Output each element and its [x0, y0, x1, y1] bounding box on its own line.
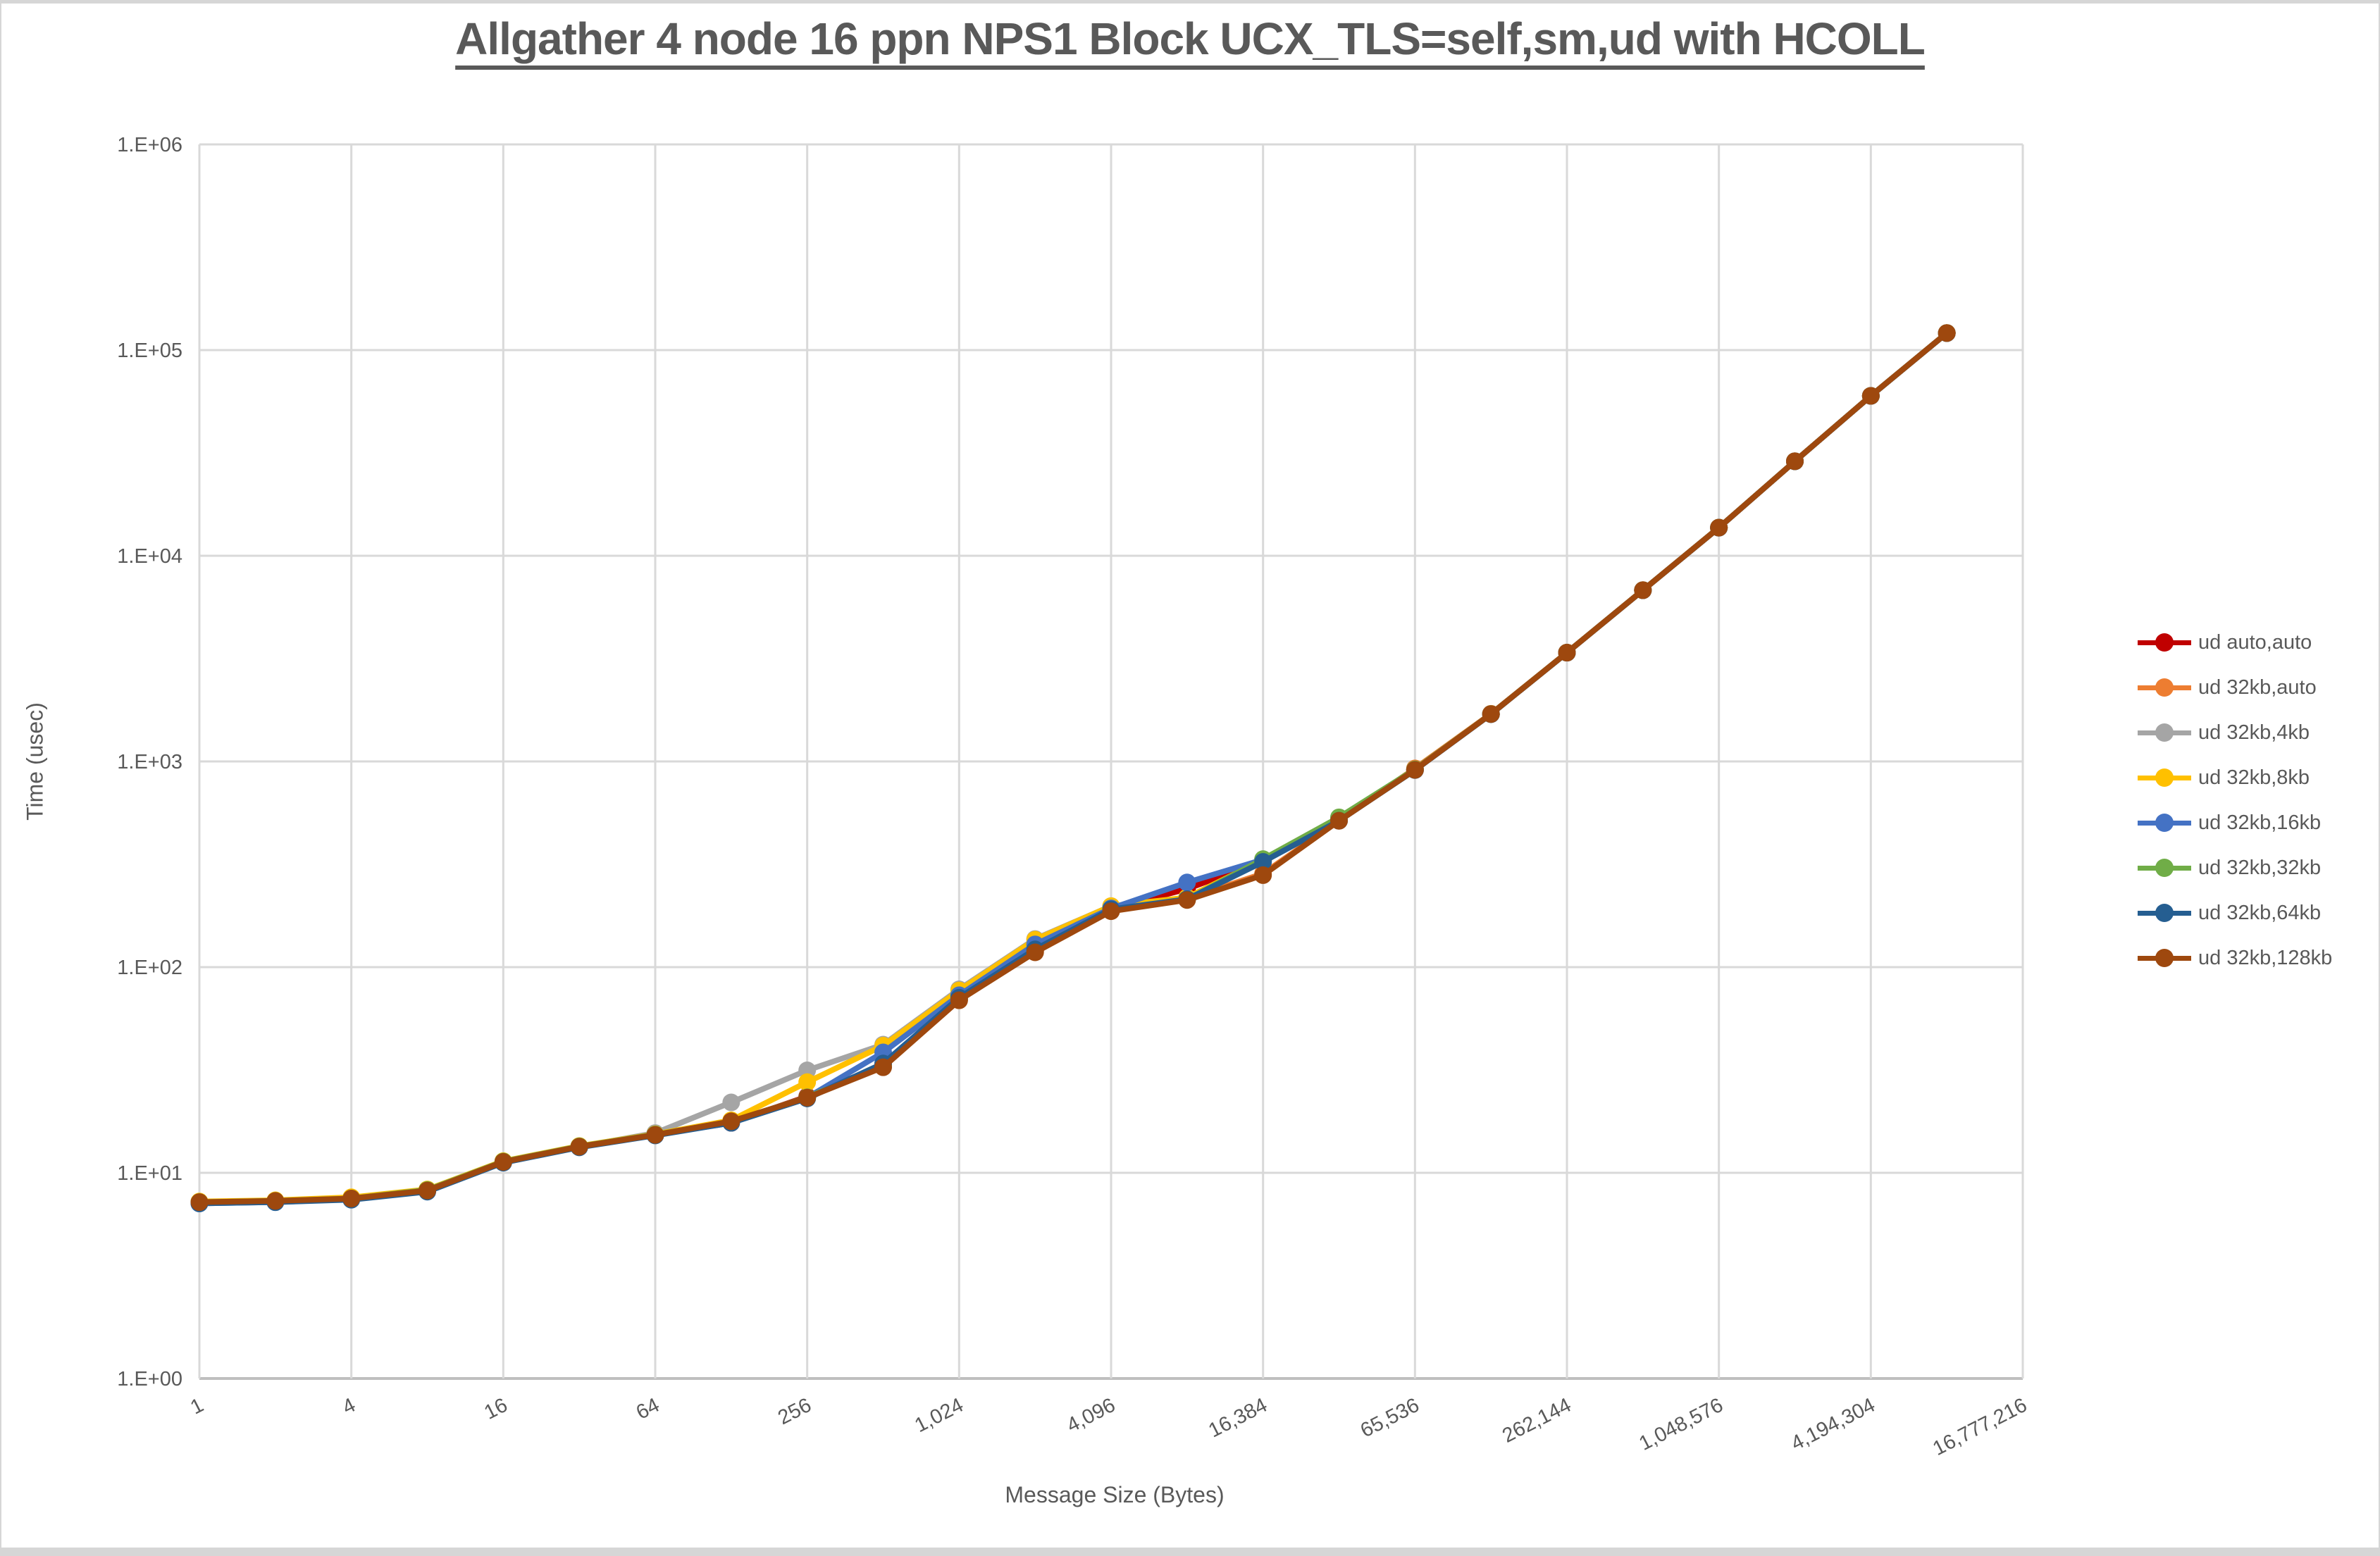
x-tick-label: 262,144 — [1499, 1394, 1575, 1448]
x-tick-label: 4,096 — [1063, 1394, 1119, 1437]
legend-line-marker-icon — [2138, 859, 2191, 877]
legend-line-marker-icon — [2138, 814, 2191, 832]
legend-item-label: ud 32kb,auto — [2198, 676, 2317, 699]
legend-item-label: ud 32kb,32kb — [2198, 856, 2322, 879]
legend-item-ud-32kb-128kb: ud 32kb,128kb — [2138, 935, 2332, 981]
x-tick-label: 1 — [187, 1394, 207, 1419]
data-point-ud-32kb-8kb — [798, 1073, 817, 1091]
data-point-ud-32kb-128kb — [1558, 644, 1576, 662]
series-line-ud-32kb-64kb — [197, 330, 1950, 1207]
x-tick-label: 4 — [339, 1394, 359, 1419]
legend-line-marker-icon — [2138, 768, 2191, 787]
x-tick-label: 1,048,576 — [1635, 1394, 1726, 1455]
x-tick-label: 16,384 — [1205, 1394, 1271, 1443]
data-point-ud-32kb-128kb — [1178, 891, 1196, 909]
data-point-ud-32kb-128kb — [190, 1193, 209, 1212]
y-tick-label: 1.E+04 — [117, 545, 182, 568]
data-point-ud-32kb-128kb — [798, 1088, 817, 1107]
x-tick-label: 4,194,304 — [1787, 1394, 1878, 1455]
data-point-ud-32kb-128kb — [1861, 387, 1880, 405]
y-tick-label: 1.E+01 — [117, 1162, 182, 1185]
chart-title: Allgather 4 node 16 ppn NPS1 Block UCX_T… — [455, 13, 1926, 64]
data-point-ud-32kb-64kb — [1254, 853, 1272, 871]
data-point-ud-32kb-128kb — [1254, 866, 1272, 884]
data-point-ud-32kb-128kb — [1026, 943, 1044, 961]
data-point-ud-32kb-128kb — [874, 1058, 892, 1076]
data-point-ud-32kb-128kb — [1634, 581, 1652, 599]
data-point-ud-32kb-128kb — [266, 1192, 285, 1210]
data-point-ud-32kb-128kb — [1102, 902, 1120, 921]
y-tick-label: 1.E+06 — [117, 134, 182, 156]
data-point-ud-32kb-128kb — [1786, 452, 1804, 471]
data-point-ud-32kb-128kb — [950, 991, 968, 1009]
y-axis-title: Time (usec) — [22, 702, 48, 821]
x-tick-label: 64 — [633, 1394, 663, 1424]
series-line-ud-32kb-16kb — [197, 330, 1950, 1207]
data-point-ud-32kb-128kb — [1710, 518, 1728, 537]
series-line-ud-32kb-32kb — [197, 330, 1950, 1205]
data-point-ud-32kb-128kb — [419, 1181, 436, 1200]
legend-item-ud-auto-auto: ud auto,auto — [2138, 620, 2332, 665]
x-tick-label: 65,536 — [1357, 1394, 1423, 1443]
series-line-ud-32kb-auto — [197, 330, 1950, 1205]
data-point-ud-32kb-128kb — [1482, 705, 1500, 723]
legend-item-ud-32kb-4kb: ud 32kb,4kb — [2138, 710, 2332, 755]
x-tick-label: 16 — [481, 1394, 511, 1424]
legend-item-label: ud auto,auto — [2198, 630, 2312, 654]
legend-item-ud-32kb-8kb: ud 32kb,8kb — [2138, 755, 2332, 800]
legend-line-marker-icon — [2138, 723, 2191, 742]
legend-item-label: ud 32kb,16kb — [2198, 811, 2322, 834]
x-tick-label: 1,024 — [911, 1394, 967, 1437]
legend-item-label: ud 32kb,8kb — [2198, 766, 2310, 789]
legend-item-label: ud 32kb,64kb — [2198, 901, 2322, 924]
y-tick-label: 1.E+00 — [117, 1368, 182, 1390]
legend-line-marker-icon — [2138, 633, 2191, 652]
window-border-top — [1, 0, 2379, 4]
legend-line-marker-icon — [2138, 678, 2191, 697]
legend: ud auto,auto ud 32kb,auto ud 32kb,4kb ud… — [2138, 620, 2332, 981]
x-tick-label: 16,777,216 — [1929, 1394, 2031, 1460]
legend-line-marker-icon — [2138, 904, 2191, 922]
legend-item-label: ud 32kb,4kb — [2198, 721, 2310, 744]
data-point-ud-32kb-128kb — [1330, 811, 1348, 830]
data-point-ud-32kb-128kb — [722, 1112, 740, 1131]
legend-line-marker-icon — [2138, 949, 2191, 967]
data-point-ud-32kb-128kb — [1938, 324, 1956, 342]
data-point-ud-32kb-4kb — [722, 1093, 740, 1112]
x-axis-title: Message Size (Bytes) — [1005, 1482, 1225, 1507]
data-point-ud-32kb-128kb — [1406, 761, 1424, 779]
y-tick-label: 1.E+05 — [117, 340, 182, 362]
series-line-ud-32kb-4kb — [197, 330, 1950, 1205]
data-point-ud-32kb-16kb — [1178, 873, 1196, 892]
series-line-ud-auto-auto — [197, 330, 1950, 1205]
legend-item-ud-32kb-32kb: ud 32kb,32kb — [2138, 845, 2332, 890]
window-border-bottom — [1, 1548, 2379, 1556]
legend-item-ud-32kb-64kb: ud 32kb,64kb — [2138, 890, 2332, 935]
data-point-ud-32kb-128kb — [342, 1189, 361, 1207]
y-tick-label: 1.E+02 — [117, 957, 182, 979]
data-point-ud-32kb-128kb — [494, 1153, 512, 1171]
legend-item-ud-32kb-auto: ud 32kb,auto — [2138, 665, 2332, 710]
legend-item-label: ud 32kb,128kb — [2198, 946, 2333, 969]
data-point-ud-32kb-128kb — [646, 1126, 664, 1144]
data-point-ud-32kb-128kb — [570, 1138, 588, 1156]
series-line-ud-32kb-8kb — [197, 330, 1950, 1205]
series-line-ud-32kb-128kb — [197, 330, 1950, 1205]
legend-item-ud-32kb-16kb: ud 32kb,16kb — [2138, 800, 2332, 845]
y-tick-label: 1.E+03 — [117, 751, 182, 773]
x-tick-label: 256 — [774, 1394, 815, 1429]
